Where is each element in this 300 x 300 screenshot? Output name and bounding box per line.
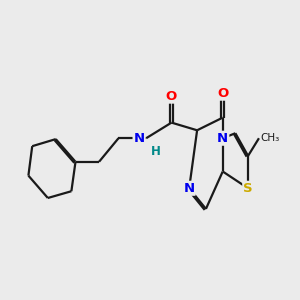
Text: O: O [217,87,228,100]
Text: N: N [134,132,145,145]
Text: H: H [151,145,161,158]
Text: CH₃: CH₃ [260,133,280,143]
Text: S: S [243,182,253,195]
Text: O: O [166,90,177,103]
Text: N: N [184,182,195,195]
Text: N: N [217,132,228,145]
